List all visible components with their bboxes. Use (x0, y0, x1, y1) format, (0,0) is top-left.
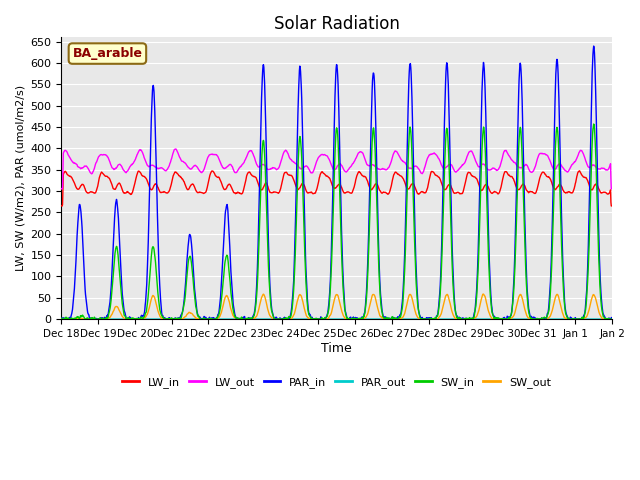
SW_in (422, 316, 430, 322)
LW_out (242, 156, 250, 161)
Line: LW_out: LW_out (61, 149, 612, 189)
PAR_out (494, 316, 502, 322)
Line: SW_in: SW_in (61, 124, 612, 319)
SW_out (495, 316, 502, 322)
X-axis label: Time: Time (321, 342, 352, 355)
LW_in (422, 189, 430, 195)
LW_out (172, 146, 180, 152)
Legend: LW_in, LW_out, PAR_in, PAR_out, SW_in, SW_out: LW_in, LW_out, PAR_in, PAR_out, SW_in, S… (118, 372, 556, 392)
LW_out (180, 160, 188, 166)
PAR_in (58, 316, 65, 322)
LW_out (495, 167, 502, 172)
PAR_out (608, 316, 616, 322)
SW_out (422, 316, 430, 322)
SW_out (479, 291, 487, 297)
PAR_in (543, 312, 551, 318)
LW_in (608, 203, 616, 209)
Line: PAR_in: PAR_in (61, 46, 612, 319)
Line: SW_out: SW_out (61, 294, 612, 319)
SW_in (242, 316, 250, 322)
PAR_in (495, 315, 502, 321)
PAR_out (422, 316, 430, 322)
SW_out (608, 316, 616, 322)
SW_in (608, 316, 616, 322)
SW_out (180, 315, 188, 321)
PAR_in (590, 43, 598, 49)
SW_in (495, 315, 502, 321)
Title: Solar Radiation: Solar Radiation (274, 15, 399, 33)
LW_in (494, 191, 502, 197)
PAR_out (543, 316, 550, 322)
SW_in (59, 316, 67, 322)
LW_out (58, 186, 65, 192)
LW_out (608, 186, 616, 192)
PAR_in (167, 316, 175, 322)
PAR_in (422, 315, 430, 321)
Text: BA_arable: BA_arable (72, 47, 143, 60)
Y-axis label: LW, SW (W/m2), PAR (umol/m2/s): LW, SW (W/m2), PAR (umol/m2/s) (15, 85, 25, 271)
LW_in (166, 184, 174, 190)
LW_out (422, 158, 430, 164)
PAR_in (242, 316, 250, 322)
LW_out (543, 153, 551, 158)
SW_out (242, 316, 250, 322)
SW_out (543, 316, 551, 322)
PAR_in (180, 296, 188, 302)
PAR_in (61, 316, 68, 322)
PAR_in (608, 315, 616, 321)
SW_in (167, 316, 175, 322)
Line: LW_in: LW_in (61, 171, 612, 206)
LW_in (576, 168, 584, 174)
LW_in (58, 203, 65, 209)
LW_in (242, 179, 250, 185)
SW_in (180, 300, 188, 306)
LW_in (180, 179, 188, 184)
PAR_out (58, 316, 65, 322)
PAR_out (242, 316, 250, 322)
LW_in (543, 173, 550, 179)
PAR_out (166, 316, 174, 322)
SW_in (58, 315, 65, 321)
SW_out (58, 316, 65, 322)
LW_out (166, 159, 174, 165)
SW_out (166, 316, 174, 322)
SW_in (590, 121, 598, 127)
SW_in (543, 314, 551, 320)
PAR_out (180, 316, 188, 322)
